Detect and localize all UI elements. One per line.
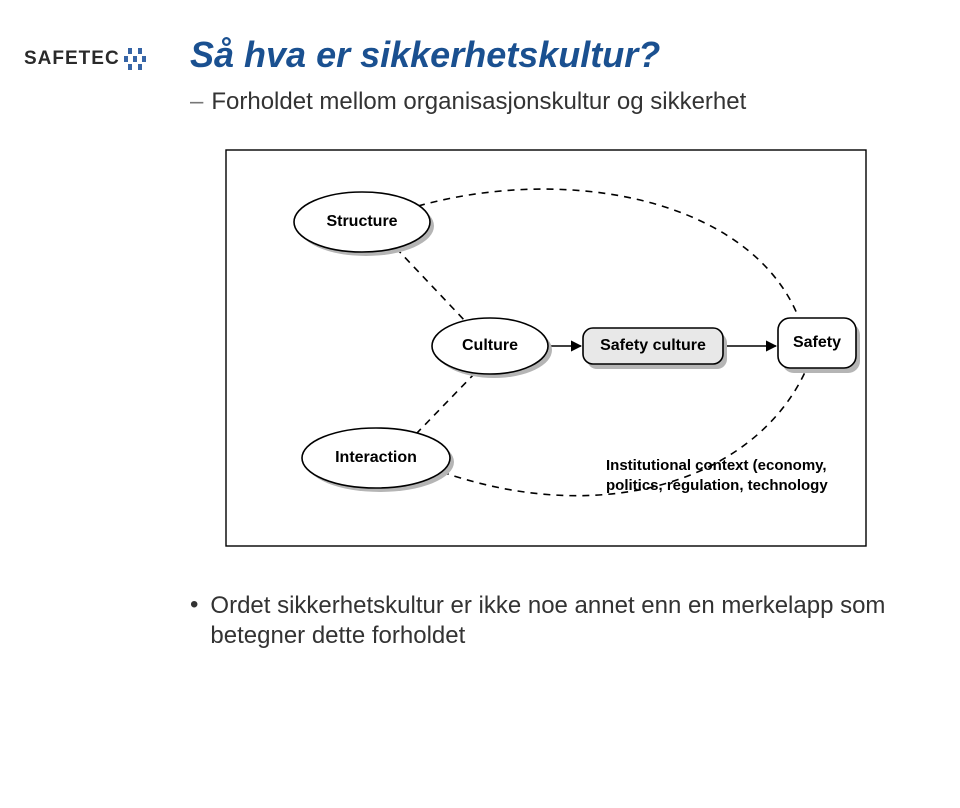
page-title: Så hva er sikkerhetskultur? [190, 34, 930, 76]
svg-text:Culture: Culture [462, 337, 518, 354]
bullet-icon: • [190, 591, 198, 619]
svg-text:Structure: Structure [326, 213, 397, 230]
footnote-text: Ordet sikkerhetskultur er ikke noe annet… [210, 591, 930, 651]
brand-text: SAFETEC [24, 48, 120, 70]
dash-bullet: – [190, 88, 203, 115]
diagram: Structure Culture Interaction Safety cultur… [190, 140, 930, 565]
subtitle-text: Forholdet mellom organisasjonskultur og … [211, 88, 746, 115]
brand-logo: SAFETEC [24, 48, 148, 70]
page-subtitle: –Forholdet mellom organisasjonskultur og… [190, 88, 930, 116]
svg-text:Safety culture: Safety culture [600, 337, 706, 354]
svg-text:Institutional context (economy: Institutional context (economy, [606, 457, 827, 474]
brand-glyph-icon [124, 48, 148, 70]
diagram-svg: Structure Culture Interaction Safety cultur… [190, 140, 890, 560]
svg-text:Safety: Safety [793, 334, 841, 351]
svg-text:politics, regulation, technolo: politics, regulation, technology [606, 477, 828, 494]
svg-text:Interaction: Interaction [335, 449, 417, 466]
